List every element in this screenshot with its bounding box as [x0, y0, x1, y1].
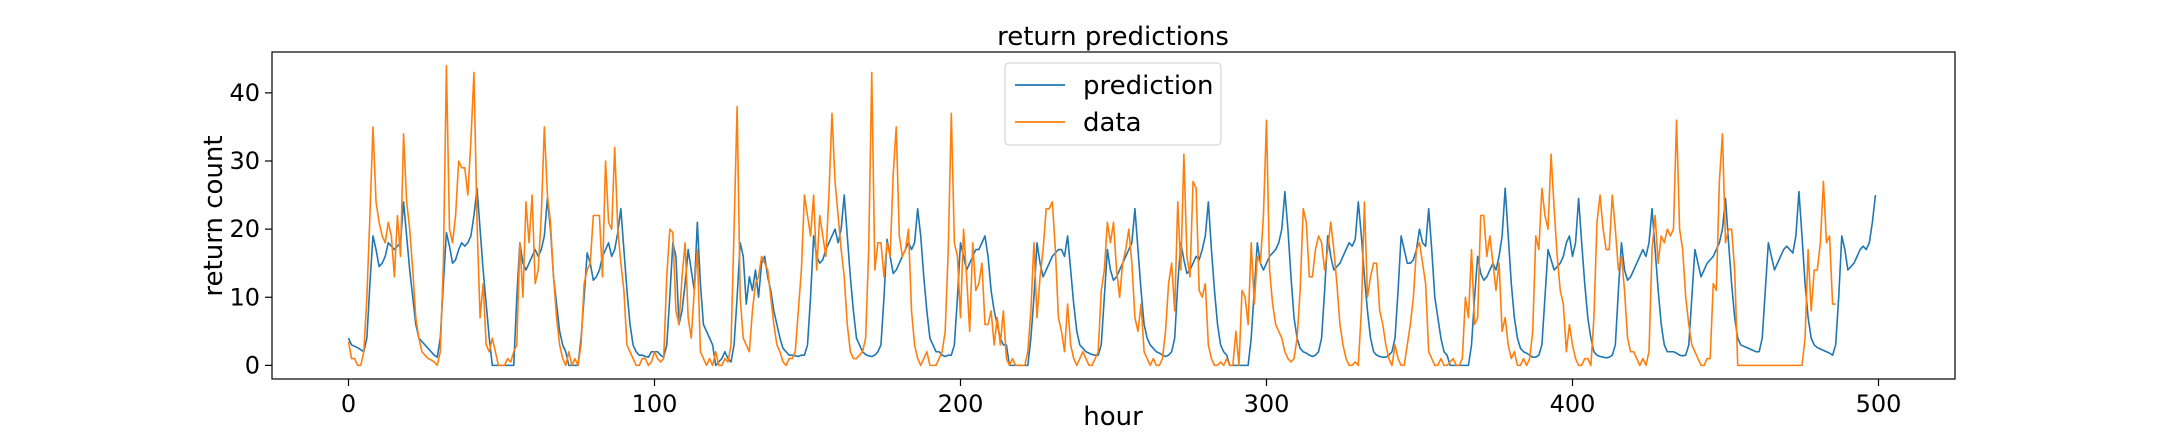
series-line-data	[347, 64, 1836, 367]
y-tick-label: 40	[229, 79, 260, 107]
y-axis-label: return count	[199, 135, 229, 296]
x-tick-label: 200	[938, 390, 984, 418]
x-tick-label: 300	[1244, 390, 1290, 418]
legend-label-prediction: prediction	[1083, 71, 1213, 101]
legend-box	[1004, 62, 1222, 146]
x-axis: 0 100 200 300 400 500	[341, 379, 1902, 418]
plot-frame	[271, 51, 1956, 380]
y-axis: 0 10 20 30 40	[229, 79, 272, 379]
chart-title: return predictions	[997, 22, 1229, 52]
x-tick-label: 500	[1856, 390, 1902, 418]
series-layer	[347, 64, 1877, 367]
y-tick-label: 0	[245, 351, 260, 379]
y-tick-label: 30	[229, 147, 260, 175]
y-tick-label: 20	[229, 215, 260, 243]
legend: prediction data	[1004, 62, 1222, 146]
x-tick-label: 100	[632, 390, 678, 418]
x-tick-label: 0	[341, 390, 356, 418]
x-axis-label: hour	[1083, 402, 1143, 432]
x-tick-label: 400	[1550, 390, 1596, 418]
y-tick-label: 10	[229, 283, 260, 311]
legend-label-data: data	[1083, 108, 1142, 138]
